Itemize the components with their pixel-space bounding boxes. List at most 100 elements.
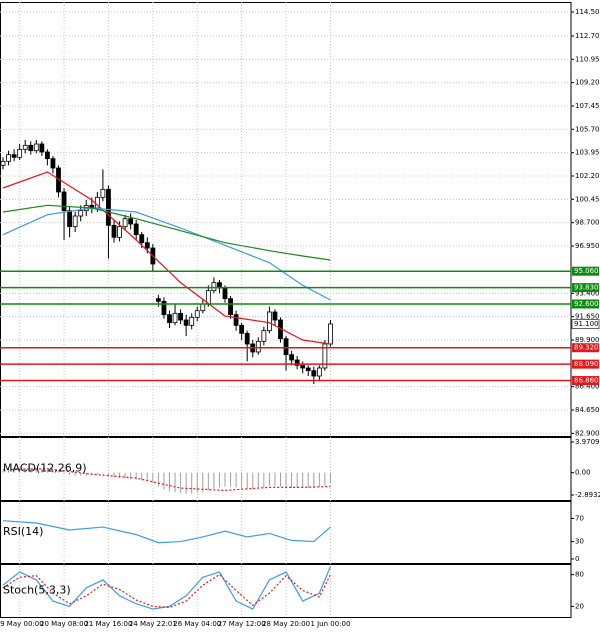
level-label-box [572,343,599,353]
y-tick-label: 105.700 [575,125,600,133]
x-tick-label: 27 May 12:00 [218,620,266,628]
candle-body [266,311,272,332]
level-label: 95.060 [574,267,599,275]
x-tick-label: 28 May 20:00 [262,620,310,628]
moving-average [2,171,331,345]
candle-body [28,144,34,152]
x-tick-label: 20 May 08:00 [40,620,88,628]
candle-body [133,223,139,236]
last-price-label: 91.100 [574,320,599,328]
level-label-box [572,359,599,369]
moving-average [2,204,331,261]
candle-body [22,144,28,150]
candle-body [255,340,261,353]
y-tick-label: 82.900 [575,429,600,437]
candle-body [33,143,39,152]
candle-body [244,332,250,345]
y-tick-label: 84.650 [575,406,600,414]
candle-body [61,191,67,212]
candle-body [155,298,161,302]
y-tick-label: 93.400 [575,289,600,297]
candle-body [78,210,84,217]
level-label: 88.090 [574,360,599,368]
y-tick-label: 98.700 [575,219,600,227]
y-tick-label: 3.9709 [575,438,600,446]
moving-average [2,207,331,301]
candle-body [194,310,200,318]
y-tick-label: -2.8932 [575,491,600,499]
y-tick-label: 80 [575,571,584,579]
y-tick-label: 107.450 [575,102,600,110]
candle-body [183,319,189,326]
y-tick-label: 103.950 [575,149,600,157]
level-label-box [572,266,599,276]
level-label: 86.860 [574,377,599,385]
level-label: 89.320 [574,344,599,352]
y-tick-label: 102.200 [575,172,600,180]
candle-body [144,242,150,249]
candle-body [300,364,306,369]
y-tick-label: 109.200 [575,79,600,87]
candle-body [39,143,45,153]
indicator-title: Stoch(5,3,3) [3,584,71,597]
candle-body [239,324,245,334]
level-label: 92.600 [574,300,599,308]
candle-body [228,298,233,316]
y-tick-label: 0 [575,555,579,563]
x-tick-label: 26 May 04:00 [173,620,221,628]
y-tick-label: 30 [575,538,584,546]
candle-body [222,287,228,300]
y-tick-label: 96.950 [575,242,600,250]
level-label: 93.830 [574,284,599,292]
level-label-box [572,376,599,386]
panel-frame [0,564,572,618]
indicator-line [2,566,332,610]
candle-body [316,367,322,377]
candle-body [128,218,134,225]
candle-body [189,316,195,326]
candle-body [311,370,317,377]
y-tick-label: 112.700 [575,32,600,40]
x-tick-label: 1 Jun 00:00 [310,620,350,628]
y-tick-label: 0.00 [575,469,591,477]
y-tick-label: 89.900 [575,336,600,344]
y-tick-label: 110.950 [575,55,600,63]
candle-body [11,154,17,158]
indicator-line [2,520,331,544]
candle-body [17,148,23,158]
level-label-box [572,299,599,309]
candle-body [117,226,122,238]
candle-body [6,154,11,162]
candle-body [272,311,278,321]
indicator-title: RSI(14) [3,525,43,538]
indicator-line [2,573,331,609]
last-price-box [571,319,600,329]
candle-body [111,224,117,238]
candle-body [322,343,328,369]
candle-body [67,210,72,228]
candle-body [328,323,333,345]
x-tick-label: 21 May 16:00 [84,620,132,628]
level-label-box [572,283,599,293]
candle-body [50,158,56,169]
candle-body [72,215,78,228]
candle-body [305,367,311,372]
candle-body [122,218,128,228]
x-tick-label: 19 May 00:00 [0,620,44,628]
indicator-title: MACD(12,26,9) [3,462,87,475]
candle-body [139,234,145,244]
candle-body [200,303,206,312]
y-tick-label: 100.450 [575,195,600,203]
y-tick-label: 91.650 [575,313,600,321]
candle-body [178,312,184,321]
x-tick-label: 24 May 22:01 [129,620,177,628]
candle-body [233,314,239,326]
candle-body [161,300,167,316]
candle-body [172,312,178,324]
candle-body [45,151,50,160]
candle-body [106,188,111,226]
y-tick-label: 20 [575,602,584,610]
candle-body [167,314,172,324]
y-tick-label: 70 [575,514,584,522]
